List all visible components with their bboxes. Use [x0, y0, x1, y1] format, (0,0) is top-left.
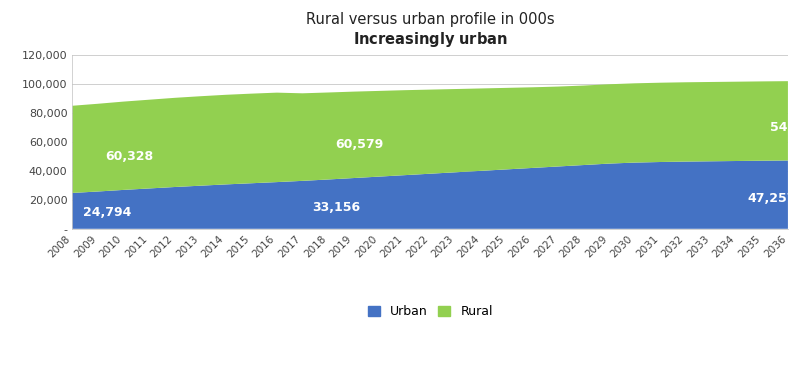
Text: 54,888: 54,888	[769, 121, 803, 134]
Text: 47,257: 47,257	[746, 192, 794, 204]
Title: Rural versus urban profile in 000s
$\bf{Increasingly\ urban}$: Rural versus urban profile in 000s $\bf{…	[305, 13, 554, 49]
Text: 60,328: 60,328	[105, 150, 153, 163]
Text: 24,794: 24,794	[83, 206, 131, 219]
Text: 33,156: 33,156	[312, 201, 361, 214]
Legend: Urban, Rural: Urban, Rural	[362, 300, 497, 323]
Text: 60,579: 60,579	[335, 138, 383, 151]
